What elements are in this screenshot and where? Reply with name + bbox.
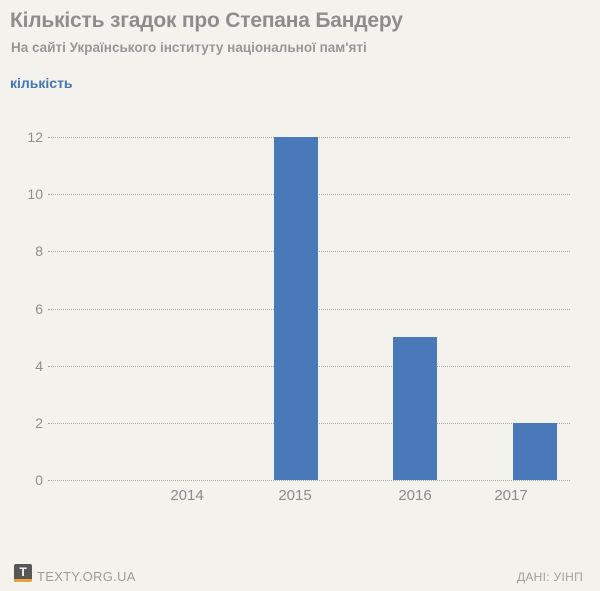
chart-subtitle: На сайті Українського інституту націонал…	[11, 40, 367, 55]
x-tick-label-2016: 2016	[398, 487, 432, 504]
x-tick-label-2015: 2015	[278, 487, 312, 504]
y-tick-label-12: 12	[27, 129, 43, 145]
y-tick-label-2: 2	[35, 414, 43, 431]
footer-source-text: ДАНІ: УІНП	[516, 570, 583, 584]
chart-title: Кількість згадок про Степана Бандеру	[10, 9, 403, 32]
texty-logo-letter: T	[19, 565, 27, 579]
y-tick-label-6: 6	[35, 300, 43, 317]
footer-brand-text: TEXTY.ORG.UA	[37, 569, 136, 584]
y-tick-label-4: 4	[35, 357, 43, 374]
x-tick-label-2014: 2014	[170, 487, 204, 504]
x-tick-label-2017: 2017	[494, 487, 528, 504]
y-tick-label-8: 8	[35, 243, 43, 260]
bar-2016	[393, 337, 437, 480]
y-tick-label-0: 0	[35, 472, 43, 488]
chart: 0 2 4 6 8 10 12 2014 2015 2016 2017	[27, 129, 570, 504]
texty-logo-orange-bar	[14, 579, 32, 582]
texty-logo-icon: T	[14, 564, 32, 582]
bar-2015	[273, 137, 318, 480]
y-tick-label-10: 10	[27, 186, 43, 203]
gridline-y0	[48, 480, 570, 481]
bar-2017	[513, 422, 557, 480]
y-axis-label: кількість	[10, 75, 73, 91]
